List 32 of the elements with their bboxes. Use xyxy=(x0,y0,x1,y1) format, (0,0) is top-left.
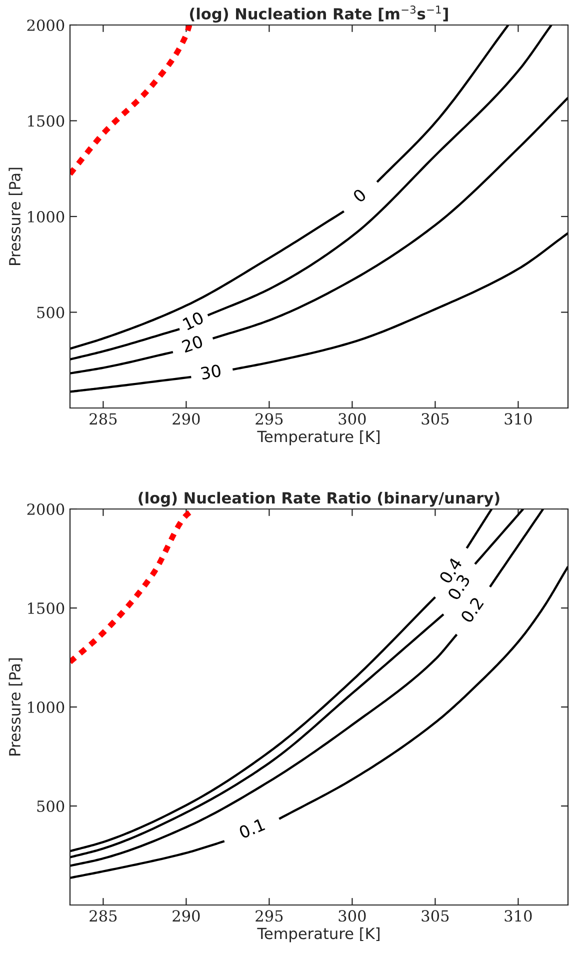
y-tick-label: 500 xyxy=(37,800,64,812)
x-tick-label: 310 xyxy=(504,910,532,922)
y-tick-label: 1000 xyxy=(28,210,64,223)
text: 10 xyxy=(182,311,204,330)
y-tick-label: 2000 xyxy=(27,503,64,516)
text: 0 xyxy=(352,188,367,204)
x-tick-label: 300 xyxy=(338,413,366,425)
y-tick-label: 1500 xyxy=(28,602,64,614)
y-axis-title: Pressure [Pa] xyxy=(8,658,22,756)
x-tick-label: 285 xyxy=(90,910,117,922)
chart-title: (log) Nucleation Rate Ratio (binary/unary) xyxy=(138,492,500,507)
x-axis-title: Temperature [K] xyxy=(257,430,380,446)
y-tick-label: 2000 xyxy=(27,19,64,32)
text: 20 xyxy=(181,334,204,353)
x-tick-label: 285 xyxy=(90,413,117,425)
x-tick-label: 305 xyxy=(422,413,449,425)
x-tick-label: 295 xyxy=(256,910,283,922)
x-tick-label: 300 xyxy=(338,910,366,922)
y-tick-label: 500 xyxy=(37,306,64,318)
x-tick-label: 305 xyxy=(422,910,449,922)
text: 0.1 xyxy=(238,818,266,839)
y-tick-label: 1000 xyxy=(28,701,64,714)
x-tick-label: 290 xyxy=(172,910,200,922)
chart-title: (log) Nucleation Rate [m$^{−3}$s$^{−1}$] xyxy=(190,6,448,23)
x-tick-label: 295 xyxy=(256,413,283,425)
y-axis-title: Pressure [Pa] xyxy=(8,168,22,265)
x-tick-label: 310 xyxy=(504,413,532,425)
x-tick-label: 290 xyxy=(172,413,200,425)
y-tick-label: 1500 xyxy=(28,115,64,127)
x-axis-title: Temperature [K] xyxy=(257,927,380,942)
text: 0.2 xyxy=(460,596,484,624)
text: 30 xyxy=(200,364,222,380)
